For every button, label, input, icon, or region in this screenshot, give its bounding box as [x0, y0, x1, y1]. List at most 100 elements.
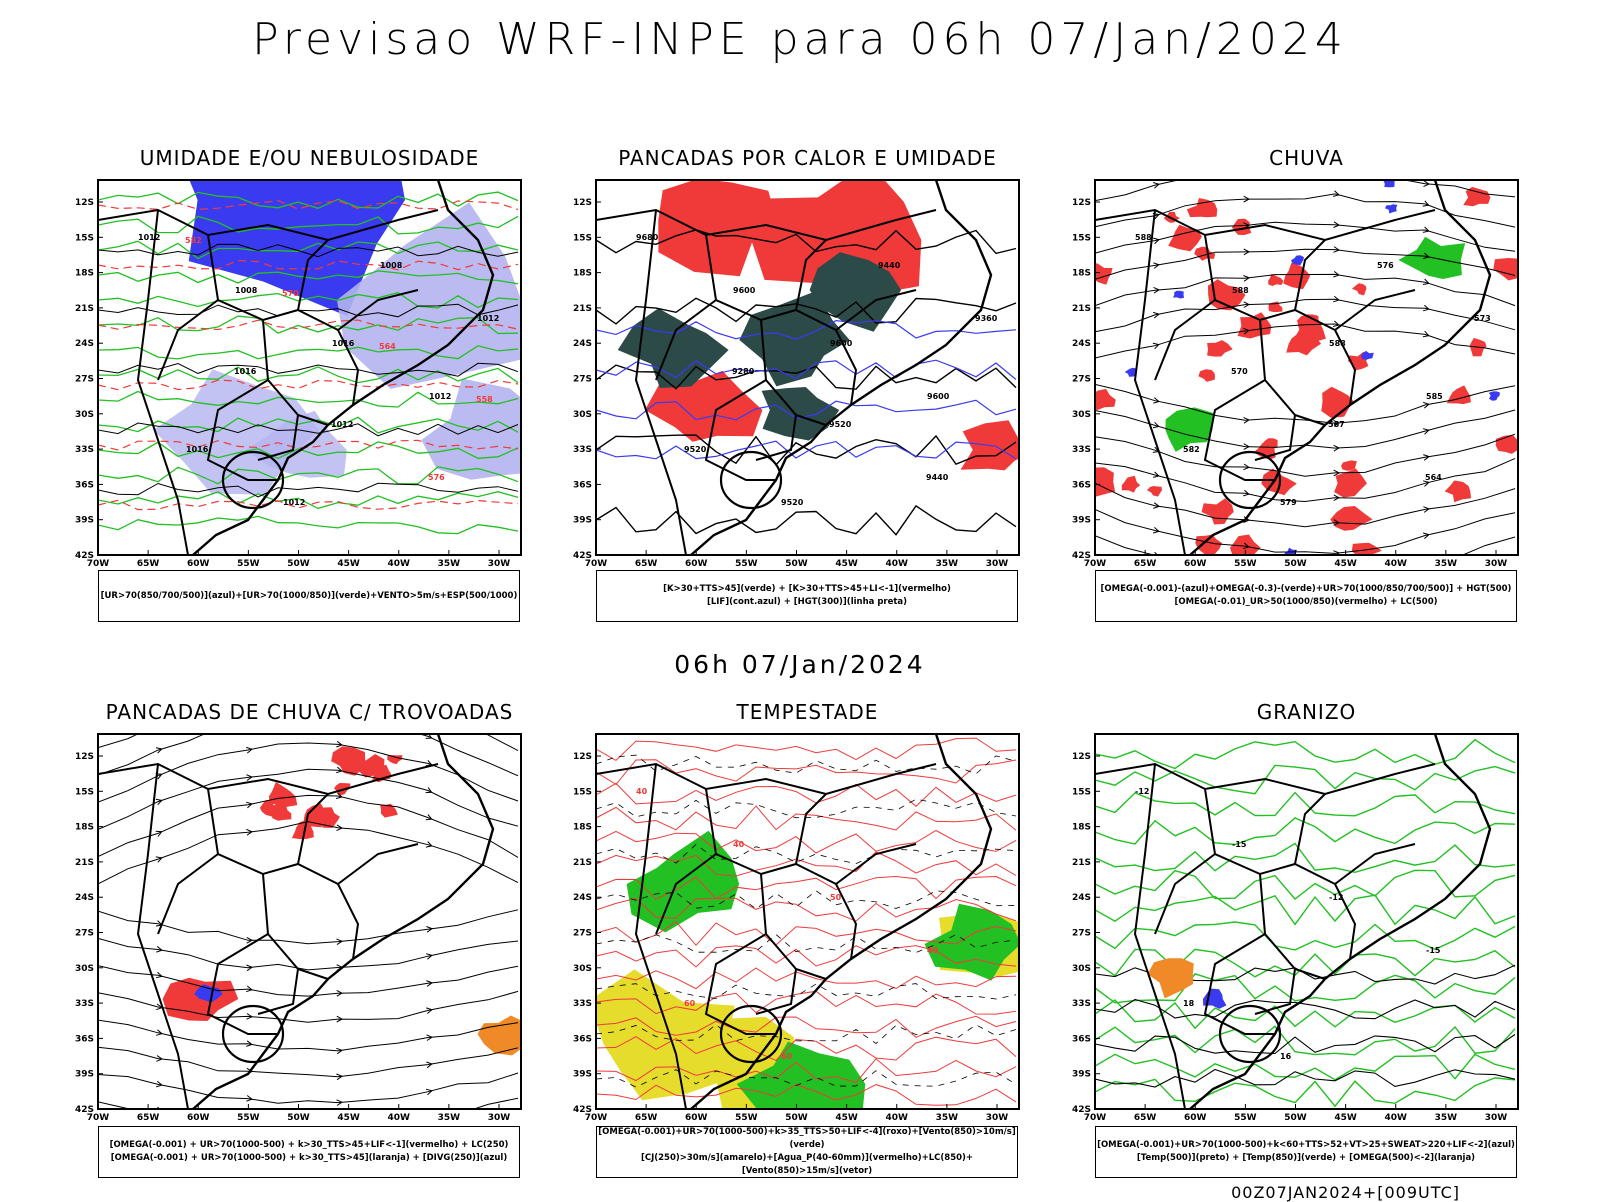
map-panel-3: 588 588 588 585 582 579 576 573 570 567 564 12S 15S 1… — [1072, 179, 1519, 569]
contour-label: 576 — [428, 473, 445, 482]
lon-tick-label: 65W — [137, 1113, 160, 1123]
lat-tick-label: 39S — [573, 516, 592, 526]
lon-tick-label: 40W — [388, 1113, 411, 1123]
lat-tick-label: 27S — [573, 929, 592, 939]
contour-label: 50 — [830, 893, 842, 902]
state-border — [221, 450, 285, 510]
streamline — [98, 937, 519, 971]
streamline-arrow — [336, 690, 342, 696]
lon-tick-label: 35W — [438, 1113, 461, 1123]
streamline-arrow — [425, 953, 433, 960]
wind-vector — [596, 1069, 1017, 1088]
streamline-arrow — [246, 1013, 254, 1020]
pressure-contour — [98, 482, 519, 498]
streamline-arrow — [1333, 295, 1340, 303]
streamline-arrow — [1243, 463, 1251, 471]
red-thunderstorm-area — [353, 754, 385, 778]
panel-title: CHUVA — [1269, 146, 1344, 170]
contour-label: 1016 — [186, 445, 209, 454]
red-rain-area — [1198, 369, 1215, 382]
red-rain-area — [1231, 218, 1252, 235]
red-rain-area — [1230, 534, 1261, 555]
lon-tick-label: 50W — [287, 1113, 310, 1123]
blue-rain-area — [1291, 255, 1304, 266]
red-thunderstorm-area — [315, 807, 340, 828]
streamline-arrow — [1243, 195, 1251, 203]
streamline — [1095, 273, 1516, 307]
state-border — [719, 1004, 783, 1064]
red-rain-area — [1321, 386, 1355, 418]
lat-tick-label: 27S — [573, 375, 592, 385]
streamline — [98, 821, 519, 885]
streamline-arrow — [1243, 275, 1251, 282]
streamline-arrow — [1333, 550, 1341, 555]
precipitable-water-contour — [596, 1036, 1017, 1061]
country-border — [1259, 873, 1326, 980]
lat-tick-label: 42S — [1072, 1105, 1091, 1115]
country-border — [1334, 329, 1357, 406]
lat-tick-label: 15S — [75, 233, 94, 243]
lat-tick-label: 21S — [573, 304, 592, 314]
lat-tick-label: 33S — [573, 999, 592, 1009]
red-rain-area — [1352, 283, 1367, 296]
streamline-arrow — [336, 938, 344, 946]
contour-label: 570 — [1231, 367, 1248, 376]
contour-label: 9280 — [732, 367, 755, 376]
lat-tick-label: 33S — [573, 445, 592, 455]
legend-line: [UR>70(850/700/500)](azul)+[UR>70(1000/8… — [100, 590, 518, 601]
streamline-arrow — [246, 964, 254, 972]
red-rain-area — [1207, 279, 1246, 311]
green-convection-area — [809, 252, 902, 332]
lon-tick-label: 40W — [388, 559, 411, 569]
lat-tick-label: 42S — [75, 1105, 94, 1115]
panel-title: PANCADAS DE CHUVA C/ TROVOADAS — [105, 700, 514, 724]
contour-label: 588 — [1329, 339, 1346, 348]
wind-vector — [596, 754, 1017, 775]
green-humidity-contour — [98, 390, 519, 408]
streamline-arrow — [155, 1029, 163, 1036]
lat-tick-label: 33S — [1072, 999, 1091, 1009]
lat-tick-label: 36S — [1072, 480, 1091, 490]
streamline-arrow — [425, 787, 433, 794]
streamline — [98, 742, 519, 803]
streamline-arrow — [336, 1099, 344, 1106]
contour-label: 9440 — [926, 473, 949, 482]
contour-label: 9680 — [636, 233, 659, 242]
lon-tick-label: 65W — [1134, 559, 1157, 569]
hgt300-contour — [596, 229, 1017, 255]
lat-tick-label: 12S — [75, 752, 94, 762]
red-thunderstorm-area — [259, 799, 278, 817]
contour-label: 1012 — [331, 420, 353, 429]
lat-tick-label: 30S — [573, 410, 592, 420]
legend-line: [K>30+TTS>45](verde) + [K>30+TTS>45+LI<-… — [663, 584, 951, 594]
hgt300-contour — [596, 297, 1017, 325]
streamline-arrow — [1243, 301, 1251, 308]
streamline-arrow — [1423, 506, 1431, 513]
streamline-arrow — [1244, 170, 1250, 176]
lat-tick-label: 36S — [75, 1034, 94, 1044]
thickness-contour — [98, 379, 519, 391]
lat-tick-label: 18S — [573, 823, 592, 833]
streamline-arrow — [1422, 278, 1430, 285]
streamline-arrow — [1243, 489, 1250, 497]
streamline-arrow — [156, 1055, 164, 1062]
country-border — [206, 933, 278, 1035]
country-border — [262, 319, 329, 426]
lon-tick-label: 65W — [635, 1113, 658, 1123]
lat-tick-label: 21S — [75, 858, 94, 868]
green-humidity-contour — [98, 315, 519, 335]
streamline-arrow — [1152, 237, 1160, 245]
contour-label: 40 — [927, 946, 939, 955]
streamline-arrow — [1423, 454, 1431, 461]
streamline-arrow — [1422, 304, 1430, 312]
lat-tick-label: 36S — [573, 1034, 592, 1044]
lon-tick-label: 45W — [1334, 559, 1357, 569]
country-border — [297, 793, 329, 865]
contour-label: 1012 — [138, 233, 160, 242]
wind-vector — [596, 843, 1017, 865]
country-border — [1133, 209, 1186, 555]
red-convection-area — [658, 180, 777, 277]
temp500-contour — [1095, 998, 1516, 1020]
lat-tick-label: 24S — [1072, 339, 1091, 349]
streamline-arrow — [426, 1007, 433, 1014]
